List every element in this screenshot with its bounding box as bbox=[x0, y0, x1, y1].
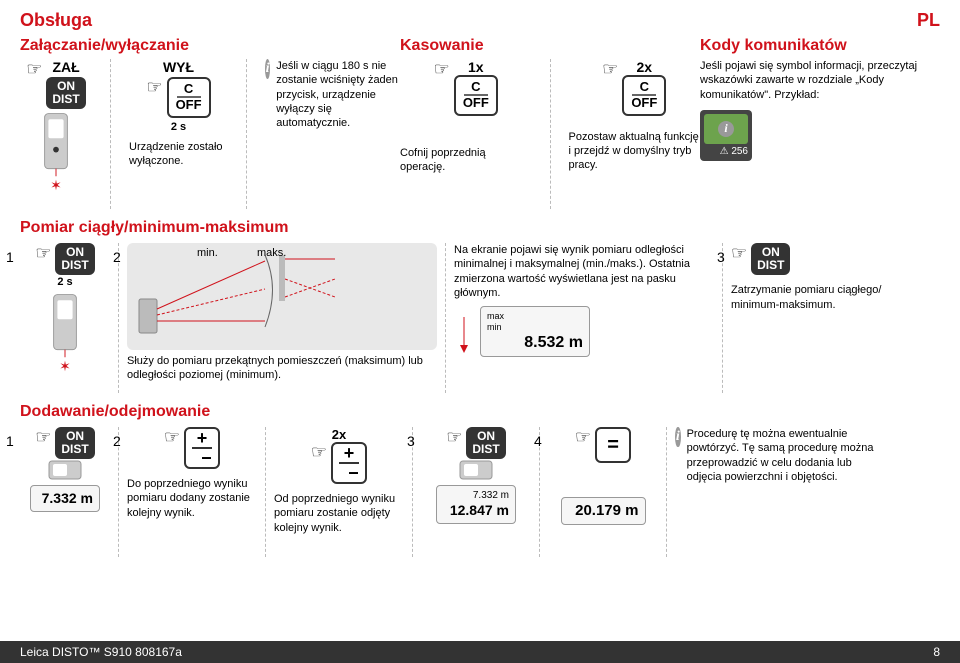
laser-icon: ✶ bbox=[50, 177, 62, 194]
minmax-diagram bbox=[135, 249, 345, 339]
hand-icon: ☞ bbox=[35, 427, 51, 459]
c-off-button: COFF bbox=[167, 77, 211, 118]
codes-note: Jeśli pojawi się symbol informacji, prze… bbox=[700, 59, 930, 102]
divider bbox=[110, 59, 111, 209]
value-line: 12.847 m bbox=[443, 502, 509, 519]
on-button: ONDIST bbox=[46, 77, 85, 109]
divider bbox=[265, 427, 266, 557]
auto-off-note: Jeśli w ciągu 180 s nie zostanie wciśnię… bbox=[276, 59, 400, 209]
c-off-button: COFF bbox=[454, 75, 498, 116]
step-number: 2 bbox=[113, 433, 121, 449]
on-dist-button: ONDIST bbox=[751, 243, 790, 275]
press-count: 2x bbox=[622, 59, 666, 75]
page-number: 8 bbox=[933, 645, 940, 659]
hold-time: 2 s bbox=[57, 275, 72, 289]
info-icon: i bbox=[265, 59, 270, 79]
hand-icon: ☞ bbox=[446, 427, 462, 459]
add-note: Do poprzedniego wyniku pomiaru dodany zo… bbox=[127, 477, 257, 520]
section-codes-title: Kody komunikatów bbox=[700, 37, 930, 55]
off-note: Urządzenie zostało wyłączone. bbox=[129, 140, 228, 169]
step-number: 4 bbox=[534, 433, 542, 449]
step-number: 3 bbox=[717, 249, 725, 265]
plus-minus-button: +− bbox=[331, 442, 367, 484]
laser-icon: ✶ bbox=[59, 358, 71, 375]
on-label: ZAŁ bbox=[46, 59, 85, 75]
device-icon bbox=[46, 290, 84, 358]
hand-icon: ☞ bbox=[575, 427, 591, 463]
hand-icon: ☞ bbox=[164, 427, 180, 469]
device-icon bbox=[458, 459, 494, 481]
section-addsub-title: Dodawanie/odejmowanie bbox=[20, 403, 940, 421]
section-minmax-title: Pomiar ciągły/minimum-maksimum bbox=[20, 219, 940, 237]
hold-time: 2 s bbox=[129, 120, 228, 134]
plus-minus-button: +− bbox=[184, 427, 220, 469]
result-note: Na ekranie pojawi się wynik pomiaru odle… bbox=[454, 243, 714, 300]
footer-model: Leica DISTO™ S910 808167a bbox=[20, 645, 182, 659]
device-icon bbox=[47, 459, 83, 481]
measured-value: 20.179 m bbox=[561, 497, 646, 525]
c-off-button: COFF bbox=[622, 75, 666, 116]
step-number: 1 bbox=[6, 433, 14, 449]
info-icon: i bbox=[718, 121, 734, 137]
max-label: maks. bbox=[257, 247, 286, 259]
hand-icon: ☞ bbox=[434, 59, 450, 116]
on-dist-button: ONDIST bbox=[55, 243, 94, 275]
divider bbox=[246, 59, 247, 209]
code-display: i ⚠ 256 bbox=[700, 110, 752, 161]
minmax-note: Służy do pomiaru przekątnych pomieszczeń… bbox=[127, 354, 437, 383]
result-display: 7.332 m 12.847 m bbox=[436, 485, 516, 524]
hand-icon: ☞ bbox=[602, 59, 618, 116]
hand-icon: ☞ bbox=[146, 77, 162, 118]
off-label: WYŁ bbox=[129, 59, 228, 75]
repeat-note: Procedurę tę można ewentualnie powtórzyć… bbox=[687, 427, 875, 484]
divider bbox=[666, 427, 667, 557]
on-dist-button: ONDIST bbox=[55, 427, 94, 459]
hand-icon: ☞ bbox=[35, 243, 51, 275]
press-count: 2x bbox=[274, 427, 404, 442]
stop-note: Zatrzymanie pomiaru ciągłego/ minimum-ma… bbox=[731, 283, 931, 312]
section-onoff-title: Załączanie/wyłączanie bbox=[20, 37, 400, 55]
step-number: 3 bbox=[407, 433, 415, 449]
press-count: 1x bbox=[454, 59, 498, 75]
equals-button: = bbox=[595, 427, 631, 463]
undo-note: Cofnij poprzednią operację. bbox=[400, 146, 532, 175]
subtract-note: Od poprzedniego wyniku pomiaru zostanie … bbox=[274, 492, 404, 535]
page-footer: Leica DISTO™ S910 808167a 8 bbox=[0, 641, 960, 663]
divider bbox=[550, 59, 551, 209]
measured-value: 8.532 m bbox=[487, 333, 583, 352]
divider bbox=[722, 243, 723, 393]
value-line: 7.332 m bbox=[443, 490, 509, 502]
hand-icon: ☞ bbox=[311, 442, 327, 484]
arrow-icon bbox=[454, 317, 474, 357]
min-label: min. bbox=[197, 247, 218, 259]
info-icon: i bbox=[675, 427, 681, 447]
reset-note: Pozostaw aktualną funkcję i przejdź w do… bbox=[569, 130, 701, 173]
on-dist-button: ONDIST bbox=[466, 427, 505, 459]
divider bbox=[118, 243, 119, 393]
result-display: max min 8.532 m bbox=[480, 306, 590, 357]
page-title: Obsługa bbox=[20, 10, 92, 31]
measured-value: 7.332 m bbox=[30, 485, 100, 512]
step-number: 1 bbox=[6, 249, 14, 265]
error-code: 256 bbox=[731, 146, 748, 157]
divider bbox=[445, 243, 446, 393]
step-number: 2 bbox=[113, 249, 121, 265]
hand-icon: ☞ bbox=[26, 59, 42, 80]
hand-icon: ☞ bbox=[731, 243, 747, 275]
lang-badge: PL bbox=[917, 10, 940, 31]
section-clear-title: Kasowanie bbox=[400, 37, 700, 55]
device-icon bbox=[37, 109, 75, 177]
